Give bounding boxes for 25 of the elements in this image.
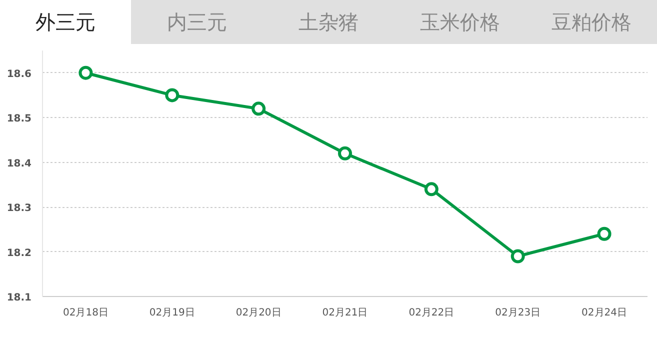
point <box>597 226 612 241</box>
y-tick-label: 18.5 <box>6 114 32 125</box>
x-tick-label: 02月23日 <box>495 308 541 318</box>
point <box>510 249 525 264</box>
text: 豆粕价格 <box>526 0 657 44</box>
y-tick-label: 18.1 <box>6 292 32 304</box>
text: 玉米价格 <box>394 0 526 44</box>
chart-title: 外三元 <box>0 0 132 44</box>
point <box>165 88 180 102</box>
y-tick-label: 18.4 <box>6 158 32 170</box>
x-tick-label: 02月20日 <box>236 308 282 318</box>
y-tick-label: 18.2 <box>6 248 32 259</box>
text: 内三元 <box>131 0 263 44</box>
x-tick-label: 02月21日 <box>322 308 368 318</box>
x-tick-label: 02月19日 <box>149 308 195 318</box>
point <box>338 146 352 160</box>
y-tick-label: 18.6 <box>6 68 32 80</box>
point <box>252 102 266 116</box>
y-tick-label: 18.3 <box>6 203 32 214</box>
text: 土杂猪 <box>262 0 394 44</box>
x-tick-label: 02月24日 <box>582 308 628 318</box>
point <box>78 66 93 80</box>
x-tick-label: 02月22日 <box>408 308 454 318</box>
x-tick-label: 02月18日 <box>62 308 108 318</box>
point <box>424 182 438 196</box>
